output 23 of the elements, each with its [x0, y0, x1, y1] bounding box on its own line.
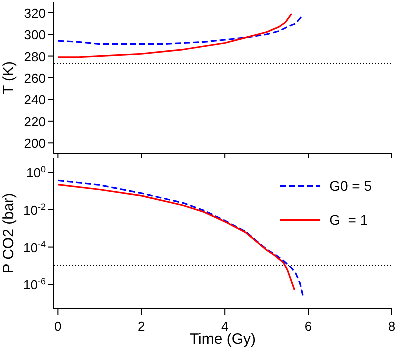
y-axis-title: T (K)	[0, 61, 18, 95]
x-axis-title: Time (Gy)	[190, 331, 256, 348]
x-tick-label: 0	[54, 319, 62, 334]
y-tick-label: 10$^{-4}$	[24, 239, 46, 256]
y-tick-label: 280	[24, 49, 46, 64]
legend-label: G0 = 5	[330, 178, 372, 194]
x-tick-label: 4	[221, 319, 229, 334]
x-tick-label: 8	[388, 319, 396, 334]
y-tick-label: 260	[24, 71, 46, 86]
legend-label: G = 1	[330, 212, 368, 228]
x-tick-label: 2	[138, 319, 146, 334]
y-tick-label: 200	[24, 136, 46, 152]
y-tick-label: 220	[24, 114, 46, 130]
y-tick-label: 10$^{0}$	[26, 164, 46, 181]
y-tick-label: 300	[24, 28, 46, 43]
y-tick-label: 240	[24, 92, 46, 108]
y-axis-title: P CO2 (bar)	[0, 193, 18, 274]
y-tick-label: 10$^{-6}$	[24, 276, 46, 293]
line-series	[57, 13, 293, 58]
line-series	[57, 15, 304, 46]
x-tick-label: 6	[304, 319, 312, 334]
y-tick-label: 320	[24, 6, 46, 21]
y-tick-label: 10$^{-2}$	[24, 202, 46, 218]
